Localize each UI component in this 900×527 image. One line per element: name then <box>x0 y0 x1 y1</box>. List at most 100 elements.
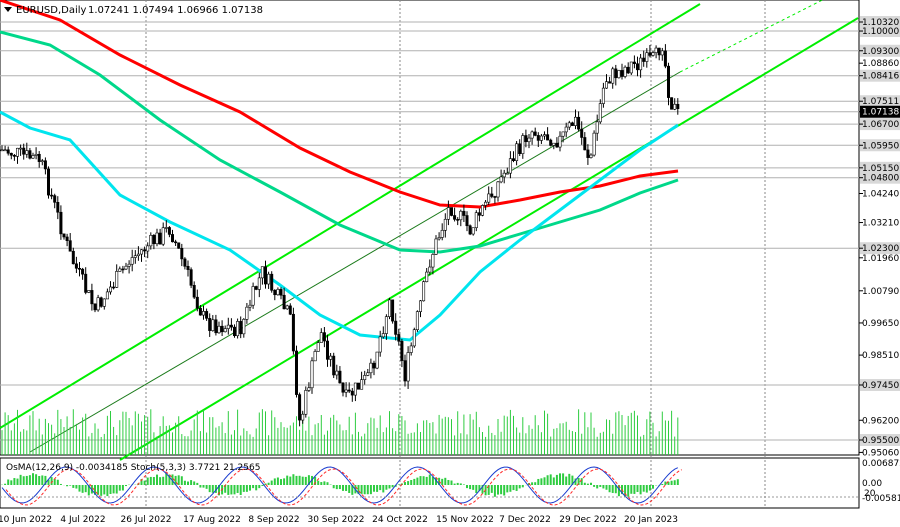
candle <box>322 332 326 342</box>
candle <box>242 319 246 335</box>
candle <box>285 305 289 310</box>
candle <box>645 52 649 62</box>
candle <box>635 63 639 71</box>
candle <box>53 195 57 203</box>
candle <box>642 57 646 62</box>
stoch-level-label: 20 <box>864 489 876 499</box>
y-tick-label: 1.07511 <box>862 97 899 107</box>
candle <box>666 65 670 98</box>
candle <box>422 281 426 302</box>
candle <box>276 289 280 296</box>
x-tick-label: 30 Sep 2022 <box>307 515 364 525</box>
candle <box>490 193 494 197</box>
candle <box>620 70 624 77</box>
candle <box>74 263 78 269</box>
candle <box>586 149 590 158</box>
candle <box>617 70 621 79</box>
candle <box>71 250 75 265</box>
candle <box>378 336 382 353</box>
y-tick-label: 1.06700 <box>862 120 899 130</box>
channel-mid <box>29 71 681 453</box>
candle <box>229 324 233 328</box>
candle <box>372 362 376 369</box>
y-tick-label: 1.00790 <box>862 287 899 297</box>
candle <box>270 273 274 291</box>
level-badge <box>860 171 900 184</box>
candle <box>589 154 593 158</box>
candle <box>220 325 224 333</box>
candle <box>304 390 308 415</box>
candle <box>298 394 302 421</box>
candle <box>623 66 627 77</box>
candle <box>456 219 460 221</box>
candle <box>112 286 116 289</box>
candle <box>366 372 370 376</box>
x-tick-label: 26 Jul 2022 <box>121 515 172 525</box>
candle <box>341 382 345 393</box>
candle <box>567 122 571 128</box>
candle <box>161 227 165 245</box>
candle <box>549 139 553 146</box>
candle <box>521 135 525 154</box>
candle <box>530 131 534 139</box>
candle <box>598 103 602 123</box>
candle <box>223 328 227 333</box>
candle <box>524 135 528 143</box>
candle <box>251 286 255 306</box>
candle <box>239 321 243 335</box>
y-tick-label: 1.08416 <box>862 72 899 82</box>
candle <box>109 286 113 293</box>
candle <box>267 273 271 285</box>
candle <box>474 212 478 229</box>
candle <box>555 142 559 148</box>
candle <box>462 210 466 216</box>
candle <box>480 205 484 216</box>
candle <box>248 304 252 308</box>
candle <box>428 266 432 273</box>
oscillator-label: OsMA(12,26,9) -0.0034185 Stoch(5,3,3) 3.… <box>6 463 260 473</box>
x-tick-label: 4 Jul 2022 <box>60 515 105 525</box>
candle <box>676 103 680 110</box>
candle <box>453 215 457 220</box>
candle <box>50 194 54 197</box>
candle <box>477 212 481 216</box>
ma-red <box>0 0 679 209</box>
chart-menu-icon[interactable] <box>4 7 12 12</box>
y-tick-label: 1.07138 <box>862 108 899 118</box>
candle <box>65 236 69 241</box>
stoch-signal <box>5 468 683 506</box>
level-badge <box>860 69 900 82</box>
x-tick-label: 10 Jun 2022 <box>0 515 52 525</box>
candle <box>465 215 469 227</box>
candle <box>381 333 385 338</box>
candle <box>580 128 584 138</box>
candle <box>449 207 453 216</box>
candle <box>152 234 156 245</box>
candle <box>434 238 438 255</box>
candle <box>133 255 137 258</box>
candle <box>660 50 664 56</box>
candle <box>639 57 643 71</box>
candle <box>164 227 168 229</box>
candle <box>233 326 237 337</box>
candle <box>205 311 209 319</box>
candle <box>403 360 407 382</box>
candle <box>511 158 515 161</box>
candle <box>96 297 100 311</box>
candle <box>471 227 475 235</box>
level-badge <box>860 25 900 38</box>
candle <box>316 342 320 352</box>
candle <box>539 135 543 141</box>
candle <box>46 168 50 196</box>
horizontal-levels <box>0 21 859 441</box>
candle <box>397 334 401 342</box>
moving-averages <box>0 0 679 342</box>
y-tick-label: 0.97450 <box>862 381 899 391</box>
candle <box>313 351 317 362</box>
candle <box>105 291 109 300</box>
candle <box>174 241 178 244</box>
candle <box>670 97 674 110</box>
candle <box>611 68 615 84</box>
candle <box>130 257 134 265</box>
candle <box>663 50 667 67</box>
